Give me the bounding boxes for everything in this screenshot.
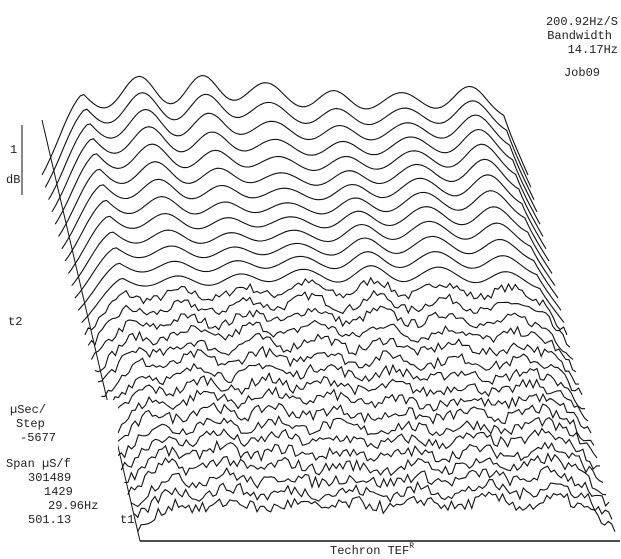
slice-curve	[114, 402, 595, 446]
slice-curve	[101, 345, 583, 397]
slice-curve	[134, 479, 613, 520]
slice-curve	[54, 143, 541, 225]
slice-curve	[84, 276, 568, 336]
slice-curve	[124, 439, 604, 484]
slice-curve	[130, 465, 610, 508]
slice-curve	[107, 371, 589, 422]
slice-curve	[111, 386, 592, 434]
step-label: µSec/	[10, 403, 46, 417]
bandwidth-label: Bandwidth	[547, 29, 612, 43]
slice-curve	[94, 319, 577, 373]
slice-curve	[81, 265, 565, 323]
scale-value: 1	[10, 143, 17, 157]
slice-curve	[97, 333, 579, 385]
brand: Techron TEFR	[330, 542, 414, 558]
slice-curve	[41, 74, 529, 176]
slice-curve	[74, 235, 559, 299]
slice-curve	[67, 206, 553, 274]
brand-name: Techron TEF	[330, 544, 409, 558]
slice-curve	[120, 427, 600, 471]
settings-block: µSec/ Step -5677 Span µS/f 301489 1429 2…	[0, 400, 134, 530]
slice-curve	[51, 126, 538, 213]
span: 1429	[44, 485, 73, 499]
slice-curve	[77, 251, 562, 311]
settings-backdrop	[0, 400, 118, 530]
step: -5677	[20, 431, 56, 445]
brand-mark: R	[409, 542, 414, 551]
waterfall-slices	[41, 74, 616, 532]
job: Job09	[564, 66, 600, 80]
slice-curve	[137, 491, 616, 532]
slice-curve	[127, 452, 607, 496]
slice-curve	[71, 220, 556, 287]
slice-curve	[44, 92, 532, 188]
rate: 200.92Hz/S	[546, 15, 618, 29]
near-time: t1	[120, 513, 134, 527]
step-label: Step	[16, 417, 45, 431]
scale-unit: dB	[6, 173, 20, 187]
slice-curve	[117, 414, 598, 459]
slice-curve	[48, 108, 535, 200]
bandwidth: 14.17Hz	[568, 43, 618, 57]
time-axis	[41, 119, 141, 542]
slice-curve	[87, 289, 571, 348]
slice-curve	[58, 158, 544, 237]
far-time: t2	[8, 315, 22, 329]
slice-curve	[104, 362, 585, 410]
slice-fill	[137, 492, 615, 532]
slice-curve	[61, 174, 547, 250]
frequency: 29.96Hz	[48, 499, 98, 513]
span: 301489	[28, 471, 71, 485]
slice-curve	[91, 305, 574, 360]
span-label: Span µS/f	[6, 457, 71, 471]
slice-curve	[64, 190, 550, 262]
start: 501.13	[28, 513, 71, 527]
